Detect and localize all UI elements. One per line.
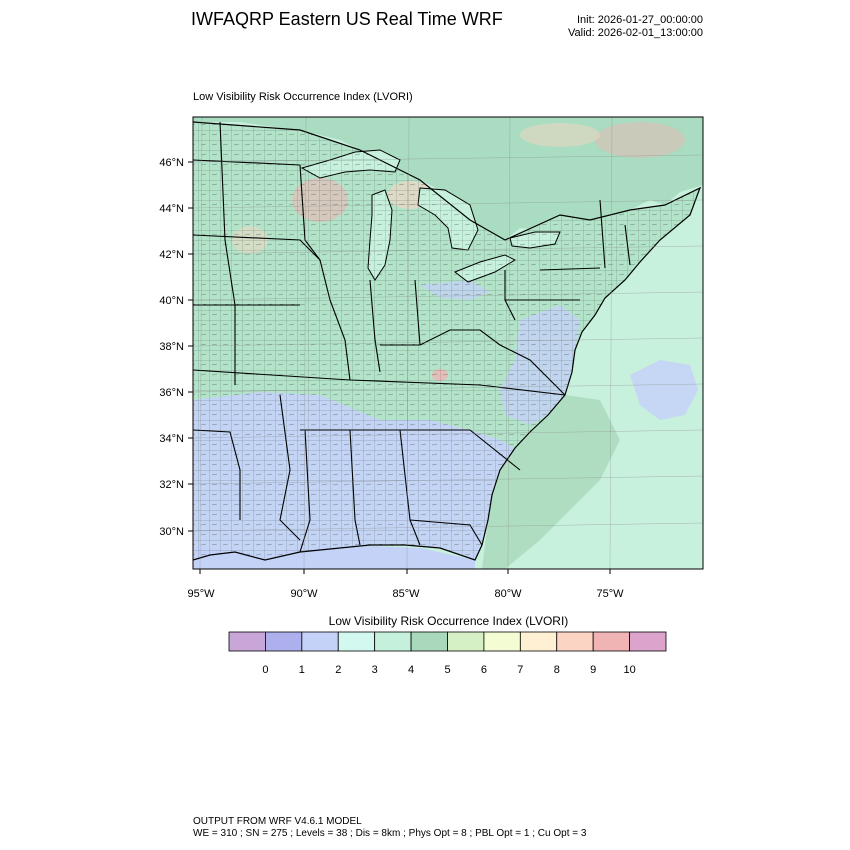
lat-label: 40°N bbox=[159, 295, 184, 307]
colorbar-swatch bbox=[519, 631, 558, 652]
map-plot-area bbox=[193, 117, 703, 569]
colorbar-swatch bbox=[301, 631, 339, 652]
colorbar-label: 8 bbox=[554, 664, 560, 676]
state-borders bbox=[193, 121, 631, 553]
lat-label: 42°N bbox=[159, 249, 184, 261]
colorbar-label: 0 bbox=[262, 664, 268, 676]
colorbar-label: 7 bbox=[517, 664, 523, 676]
lon-label: 90°W bbox=[290, 588, 318, 600]
footer-model-info: OUTPUT FROM WRF V4.6.1 MODEL bbox=[193, 816, 362, 827]
lat-label: 36°N bbox=[159, 387, 184, 399]
colorbar-swatch bbox=[337, 631, 376, 652]
lat-label: 46°N bbox=[159, 157, 184, 169]
lon-label: 75°W bbox=[596, 588, 624, 600]
colorbar-swatch bbox=[592, 631, 630, 652]
colorbar-label: 5 bbox=[444, 664, 450, 676]
coastline bbox=[193, 121, 702, 561]
colorbar-labels: 0 1 2 3 4 5 6 7 8 9 10 bbox=[262, 664, 635, 676]
colorbar-swatch bbox=[629, 631, 667, 652]
low-index-gulf bbox=[193, 545, 475, 569]
lat-axis: 46°N 44°N 42°N 40°N 38°N 36°N 34°N 32°N … bbox=[159, 157, 193, 538]
map-title: Low Visibility Risk Occurrence Index (LV… bbox=[193, 91, 413, 103]
lat-label: 30°N bbox=[159, 526, 184, 538]
colorbar-label: 10 bbox=[623, 664, 635, 676]
lat-label: 38°N bbox=[159, 341, 184, 353]
county-mesh bbox=[193, 122, 700, 560]
colorbar-label: 1 bbox=[299, 664, 305, 676]
colorbar-title: Low Visibility Risk Occurrence Index (LV… bbox=[328, 614, 569, 628]
colorbar-label: 9 bbox=[590, 664, 596, 676]
lon-axis: 95°W 90°W 85°W 80°W 75°W bbox=[187, 569, 624, 600]
colorbar-label: 2 bbox=[335, 664, 341, 676]
atlantic-low-area bbox=[630, 360, 698, 420]
lat-label: 44°N bbox=[159, 203, 184, 215]
warm-spot-quebec bbox=[520, 123, 600, 147]
colorbar-swatch bbox=[410, 631, 448, 652]
valid-time: Valid: 2026-02-01_13:00:00 bbox=[568, 27, 703, 39]
atlantic-plume bbox=[482, 395, 620, 569]
canada-land bbox=[193, 117, 703, 240]
colorbar-swatch bbox=[374, 631, 412, 652]
colorbar-swatch bbox=[556, 631, 594, 652]
footer-config-info: WE = 310 ; SN = 275 ; Levels = 38 ; Dis … bbox=[193, 828, 587, 839]
warm-spot-canada bbox=[595, 122, 685, 158]
map-frame bbox=[192, 116, 704, 570]
colorbar-label: 6 bbox=[481, 664, 487, 676]
lon-label: 95°W bbox=[187, 588, 215, 600]
lat-label: 34°N bbox=[159, 433, 184, 445]
colorbar bbox=[228, 631, 667, 652]
colorbar-swatch bbox=[265, 631, 303, 652]
lat-label: 32°N bbox=[159, 479, 184, 491]
graticule bbox=[193, 117, 703, 569]
page-title: IWFAQRP Eastern US Real Time WRF bbox=[191, 9, 503, 29]
colorbar-label: 4 bbox=[408, 664, 414, 676]
lon-label: 80°W bbox=[494, 588, 522, 600]
init-time: Init: 2026-01-27_00:00:00 bbox=[577, 14, 703, 26]
colorbar-swatch bbox=[447, 631, 485, 652]
colorbar-swatch bbox=[483, 631, 521, 652]
colorbar-label: 3 bbox=[372, 664, 378, 676]
lon-label: 85°W bbox=[392, 588, 420, 600]
colorbar-swatch bbox=[228, 631, 266, 652]
